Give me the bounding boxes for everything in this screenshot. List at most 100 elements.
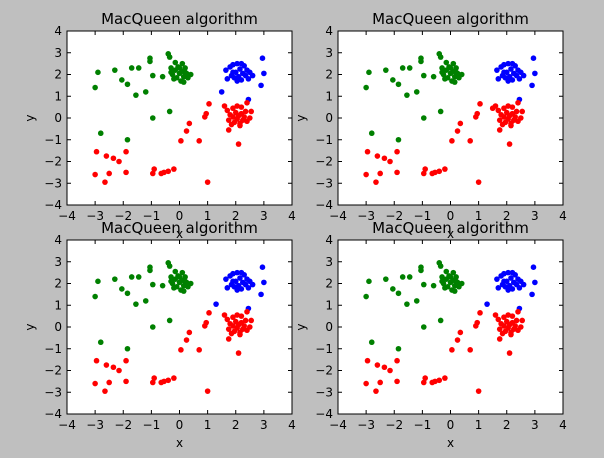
x-tick-label: −2	[114, 418, 132, 432]
y-tick-label: 3	[325, 255, 333, 269]
data-point	[133, 301, 139, 307]
data-point	[124, 345, 131, 352]
data-point	[182, 65, 188, 71]
data-point	[506, 350, 513, 356]
data-point	[135, 65, 142, 71]
data-point	[261, 279, 267, 286]
data-point	[187, 280, 194, 287]
data-point	[133, 92, 139, 98]
data-point	[518, 115, 524, 121]
data-point	[151, 166, 157, 172]
data-point	[394, 148, 400, 155]
data-point	[422, 375, 428, 381]
data-point	[364, 148, 371, 155]
data-point	[124, 81, 131, 88]
data-point	[168, 274, 174, 280]
data-point	[442, 166, 448, 172]
data-point	[93, 148, 100, 155]
data-point	[168, 65, 174, 71]
data-point	[204, 388, 211, 394]
data-point	[230, 105, 236, 112]
data-point	[449, 138, 455, 144]
data-point	[515, 99, 521, 106]
data-point	[213, 301, 219, 307]
data-point	[242, 317, 249, 324]
data-point	[505, 78, 511, 84]
data-point	[509, 77, 516, 83]
data-point	[494, 276, 500, 282]
chart-title: MacQueen algorithm	[372, 10, 529, 28]
x-tick-label: −3	[357, 209, 375, 223]
y-tick-label: 2	[325, 277, 333, 291]
data-point	[496, 117, 503, 123]
data-point	[235, 350, 242, 356]
data-point	[166, 54, 173, 60]
data-point	[183, 337, 190, 343]
y-tick-label: 3	[54, 46, 62, 60]
data-point	[103, 362, 110, 368]
data-point	[383, 67, 389, 73]
data-point	[437, 54, 444, 60]
data-point	[110, 155, 117, 162]
data-point	[238, 60, 245, 67]
data-point	[182, 278, 188, 285]
data-point	[377, 379, 383, 386]
y-tick-label: 2	[325, 68, 333, 82]
data-point	[450, 269, 457, 276]
data-point	[234, 287, 240, 293]
data-point	[512, 114, 518, 120]
data-point	[179, 269, 186, 276]
data-point	[128, 274, 135, 280]
data-point	[454, 337, 461, 343]
x-tick-label: 1	[475, 209, 483, 223]
data-point	[259, 264, 266, 270]
data-point	[467, 347, 473, 353]
data-point	[512, 323, 518, 329]
data-point	[505, 312, 511, 318]
data-point	[223, 276, 229, 282]
y-tick-label: −3	[315, 385, 333, 399]
data-point	[182, 274, 188, 280]
data-point	[374, 362, 381, 368]
data-point	[496, 127, 503, 133]
y-tick-label: 0	[325, 320, 333, 334]
data-point	[237, 331, 243, 338]
data-point	[230, 323, 236, 329]
data-point	[225, 336, 232, 342]
data-point	[241, 323, 247, 329]
y-tick-label: 2	[54, 68, 62, 82]
data-point	[196, 138, 202, 144]
data-point	[473, 323, 479, 329]
plot-area	[338, 31, 563, 205]
data-point	[224, 285, 231, 291]
data-point	[124, 290, 131, 297]
data-point	[501, 105, 507, 112]
data-point	[95, 69, 101, 76]
x-tick-label: 0	[447, 209, 455, 223]
data-point	[172, 59, 179, 66]
data-point	[180, 79, 187, 85]
data-point	[147, 264, 153, 270]
data-point	[176, 274, 183, 280]
data-point	[520, 281, 527, 288]
data-point	[180, 288, 187, 294]
chart-title: MacQueen algorithm	[101, 10, 258, 28]
x-tick-label: −2	[114, 209, 132, 223]
data-point	[238, 104, 245, 110]
data-point	[241, 114, 247, 120]
data-point	[509, 269, 516, 276]
data-point	[413, 298, 420, 304]
data-point	[450, 60, 457, 67]
data-point	[221, 312, 228, 318]
data-point	[390, 286, 396, 292]
data-point	[516, 76, 523, 82]
data-point	[387, 158, 393, 165]
data-point	[394, 169, 400, 176]
data-point	[234, 78, 240, 84]
data-point	[202, 114, 208, 120]
data-point	[196, 347, 202, 353]
y-tick-label: −2	[44, 155, 62, 169]
x-tick-label: 1	[475, 418, 483, 432]
data-point	[447, 274, 454, 280]
data-point	[230, 69, 236, 76]
